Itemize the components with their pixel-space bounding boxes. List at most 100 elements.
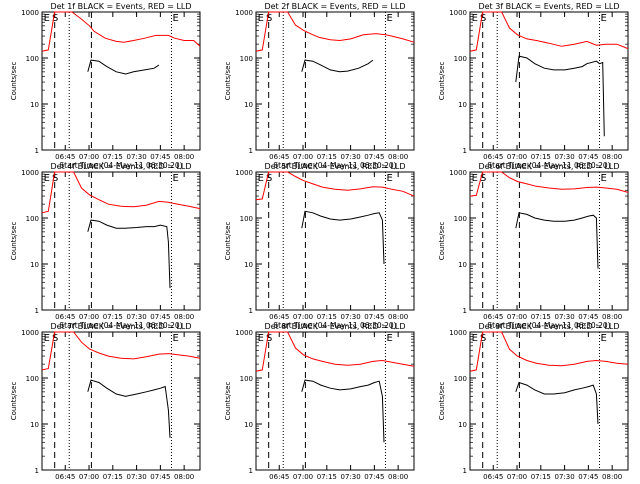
x-tick-label: 07:00	[507, 313, 527, 321]
axes-frame	[41, 11, 201, 151]
event-marker-label: S	[52, 173, 58, 184]
y-tick-label: 10	[244, 421, 253, 429]
y-tick-label: 1	[249, 467, 253, 475]
event-marker-label: S	[480, 13, 486, 24]
x-tick-label: 07:15	[531, 313, 551, 321]
y-tick-label: 100	[454, 215, 467, 223]
y-axis-label: Counts/sec	[224, 382, 232, 421]
x-tick-label: 07:00	[507, 473, 527, 480]
x-tick-label: 07:45	[364, 153, 384, 161]
x-tick-label: 07:15	[103, 313, 123, 321]
x-tick-label: 07:30	[126, 313, 146, 321]
x-tick-label: 07:30	[126, 153, 146, 161]
x-tick-label: 07:30	[126, 473, 146, 480]
event-marker-label: E	[44, 333, 50, 344]
axes-frame	[469, 331, 629, 471]
y-tick-label: 1	[35, 307, 39, 315]
x-tick-label: 08:00	[388, 153, 408, 161]
chart-title: Det 6f BLACK = Events, RED = LLD	[478, 162, 619, 171]
x-tick-label: 07:15	[103, 473, 123, 480]
x-tick-label: 07:15	[531, 473, 551, 480]
chart-title: Det 3f BLACK = Events, RED = LLD	[478, 2, 619, 11]
x-tick-label: 07:00	[293, 473, 313, 480]
x-tick-label: 08:00	[174, 313, 194, 321]
lld-series-line	[469, 11, 629, 52]
x-axis-label: Start Time (04-May-11 06:30:20)	[59, 321, 182, 330]
y-tick-label: 1000	[235, 9, 253, 17]
y-tick-label: 1	[463, 467, 467, 475]
y-tick-label: 1000	[235, 329, 253, 337]
lld-series-line	[255, 331, 415, 372]
y-tick-label: 1	[463, 147, 467, 155]
lld-series-line	[41, 171, 201, 214]
events-series-line	[87, 59, 160, 75]
chart-title: Det 9f BLACK = Events, RED = LLD	[478, 322, 619, 331]
x-tick-label: 07:00	[293, 153, 313, 161]
chart-title: Det 4f BLACK = Events, RED = LLD	[50, 162, 191, 171]
chart-panel-8: Det 8f BLACK = Events, RED = LLD 1 10 100 10…	[224, 322, 415, 484]
y-tick-label: 100	[240, 215, 253, 223]
event-marker-label: E	[44, 173, 50, 184]
event-marker-label: S	[266, 333, 272, 344]
events-series-line	[87, 219, 171, 289]
events-series-line	[301, 210, 385, 265]
axes-frame	[255, 171, 415, 311]
event-marker-label: E	[472, 333, 478, 344]
event-marker-label: S	[266, 173, 272, 184]
lld-series-line	[41, 331, 201, 371]
x-tick-label: 08:00	[388, 473, 408, 480]
chart-panel-1: Det 1f BLACK = Events, RED = LLD 1 10 100 10…	[10, 2, 201, 170]
x-tick-label: 07:30	[340, 473, 360, 480]
x-tick-label: 06:45	[483, 153, 503, 161]
x-tick-label: 07:15	[317, 153, 337, 161]
x-tick-label: 06:45	[55, 473, 75, 480]
event-marker-label: E	[258, 173, 264, 184]
y-tick-label: 1	[35, 467, 39, 475]
end-marker-label: E	[172, 13, 178, 24]
x-tick-label: 07:00	[79, 473, 99, 480]
axes-frame	[255, 331, 415, 471]
end-marker-label: E	[172, 173, 178, 184]
y-axis-label: Counts/sec	[10, 62, 18, 101]
x-tick-label: 07:30	[340, 153, 360, 161]
x-tick-label: 07:30	[554, 473, 574, 480]
x-tick-label: 07:00	[79, 313, 99, 321]
x-tick-label: 08:00	[388, 313, 408, 321]
y-tick-label: 10	[458, 101, 467, 109]
x-tick-label: 07:45	[578, 153, 598, 161]
y-axis-label: Counts/sec	[10, 222, 18, 261]
x-axis-label: Start Time (04-May-11 06:30:20)	[59, 161, 182, 170]
end-marker-label: E	[600, 333, 606, 344]
x-tick-label: 07:45	[364, 313, 384, 321]
end-marker-label: E	[600, 13, 606, 24]
y-axis-label: Counts/sec	[224, 62, 232, 101]
events-series-line	[515, 55, 605, 137]
lld-series-line	[469, 171, 629, 197]
events-series-line	[515, 212, 599, 269]
chart-title: Det 2f BLACK = Events, RED = LLD	[264, 2, 405, 11]
lld-series-line	[41, 11, 201, 52]
y-tick-label: 1	[463, 307, 467, 315]
x-tick-label: 08:00	[602, 313, 622, 321]
x-tick-label: 07:45	[578, 313, 598, 321]
axes-frame	[255, 11, 415, 151]
x-tick-label: 07:30	[554, 313, 574, 321]
chart-panel-4: Det 4f BLACK = Events, RED = LLD 1 10 100 10…	[10, 162, 201, 330]
event-marker-label: E	[472, 173, 478, 184]
event-marker-label: S	[266, 13, 272, 24]
x-axis-label: Start Time (04-May-11 06:30:20)	[487, 321, 610, 330]
chart-panel-6: Det 6f BLACK = Events, RED = LLD 1 10 100 10…	[438, 162, 629, 330]
x-tick-label: 07:15	[103, 153, 123, 161]
y-tick-label: 10	[244, 261, 253, 269]
event-marker-label: S	[480, 173, 486, 184]
x-tick-label: 08:00	[602, 473, 622, 480]
x-tick-label: 07:00	[507, 153, 527, 161]
y-tick-label: 100	[454, 375, 467, 383]
event-marker-label: E	[472, 13, 478, 24]
event-marker-label: S	[52, 333, 58, 344]
x-axis-label: Start Time (04-May-11 06:30:20)	[487, 161, 610, 170]
end-marker-label: E	[386, 13, 392, 24]
y-tick-label: 100	[240, 375, 253, 383]
